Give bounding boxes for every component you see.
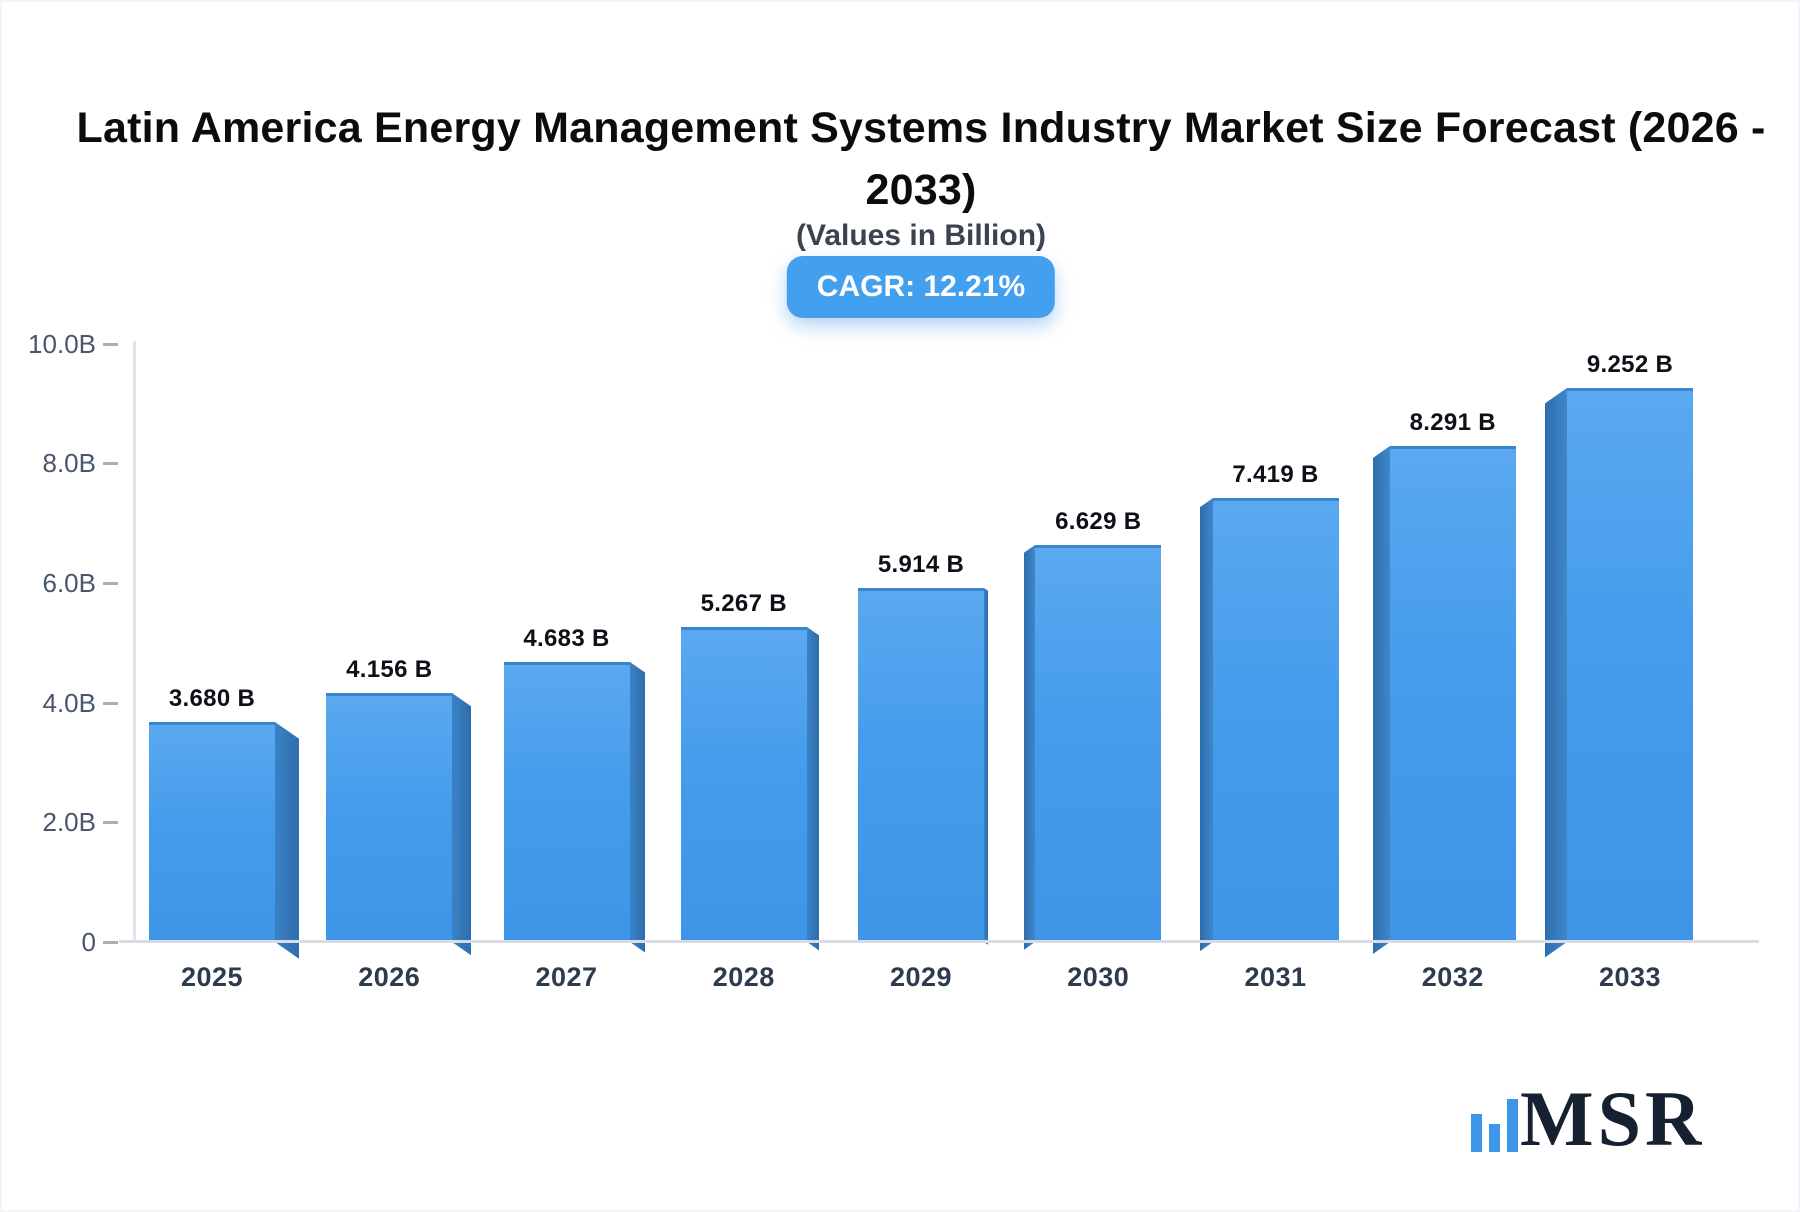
bar-2028[interactable] xyxy=(680,626,807,942)
bar-2030[interactable] xyxy=(1035,545,1162,942)
bar-value-label: 7.419 B xyxy=(1232,460,1319,488)
y-tick-mark xyxy=(103,701,118,705)
bar-value-label: 5.267 B xyxy=(700,589,787,617)
bar-2029[interactable] xyxy=(858,588,984,942)
bar-value-label: 4.683 B xyxy=(523,624,610,652)
y-tick-label: 10.0B xyxy=(28,328,96,359)
bar-value-label: 8.291 B xyxy=(1409,408,1496,436)
y-tick-mark xyxy=(103,941,118,944)
bar-3d-side xyxy=(1372,445,1390,954)
bar-2031[interactable] xyxy=(1212,497,1339,942)
bar-value-label: 3.680 B xyxy=(168,684,256,712)
bar-2025[interactable] xyxy=(149,721,275,942)
x-tick-label: 2031 xyxy=(1244,962,1307,992)
bar-3d-side xyxy=(984,588,988,945)
y-tick-mark xyxy=(103,342,118,346)
logo-bar-icon xyxy=(1471,1114,1482,1152)
bar-value-label: 4.156 B xyxy=(346,656,433,684)
x-tick-label: 2026 xyxy=(358,962,421,992)
y-axis-line xyxy=(133,341,136,943)
y-tick-label: 6.0B xyxy=(42,567,97,598)
bar-3d-side xyxy=(1199,497,1213,952)
bar-3d-side xyxy=(629,661,645,953)
bar-2026[interactable] xyxy=(326,693,453,942)
bar-3d-side xyxy=(1545,388,1567,958)
logo-text: MSR xyxy=(1520,1075,1706,1162)
y-tick-label: 8.0B xyxy=(42,448,97,479)
bar-3d-side xyxy=(806,626,819,951)
bar-2032[interactable] xyxy=(1389,445,1516,942)
x-tick-label: 2030 xyxy=(1067,962,1130,992)
y-tick-mark xyxy=(103,462,118,466)
chart-subtitle: (Values in Billion) xyxy=(795,219,1047,252)
chart-title-line1: Latin America Energy Management Systems … xyxy=(76,104,1766,152)
y-tick-label: 4.0B xyxy=(42,687,97,718)
y-tick-label: 0 xyxy=(81,927,96,957)
x-tick-label: 2032 xyxy=(1421,962,1484,992)
chart-title-line2: 2033) xyxy=(865,166,977,214)
y-tick-label: 2.0B xyxy=(42,807,97,838)
bar-value-label: 6.629 B xyxy=(1055,508,1142,536)
logo-bar-icon xyxy=(1507,1099,1518,1152)
y-tick-mark xyxy=(103,581,118,585)
x-axis-line xyxy=(119,940,1759,943)
bar-3d-side xyxy=(452,693,472,956)
bar-2027[interactable] xyxy=(503,661,630,942)
x-tick-label: 2028 xyxy=(712,962,775,992)
x-tick-label: 2029 xyxy=(889,962,953,992)
bar-2033[interactable] xyxy=(1567,388,1693,942)
cagr-badge: CAGR: 12.21% xyxy=(786,256,1056,318)
logo-bar-icon xyxy=(1489,1124,1500,1152)
bar-value-label: 9.252 B xyxy=(1586,351,1674,379)
bar-3d-side xyxy=(275,721,299,959)
bar-value-label: 5.914 B xyxy=(877,551,965,579)
x-tick-label: 2027 xyxy=(535,962,598,992)
chart-title: Latin America Energy Management Systems … xyxy=(41,97,1800,221)
x-tick-label: 2025 xyxy=(180,962,244,992)
bar-3d-side xyxy=(1024,545,1036,950)
x-tick-label: 2033 xyxy=(1598,962,1662,992)
y-tick-mark xyxy=(103,821,118,825)
